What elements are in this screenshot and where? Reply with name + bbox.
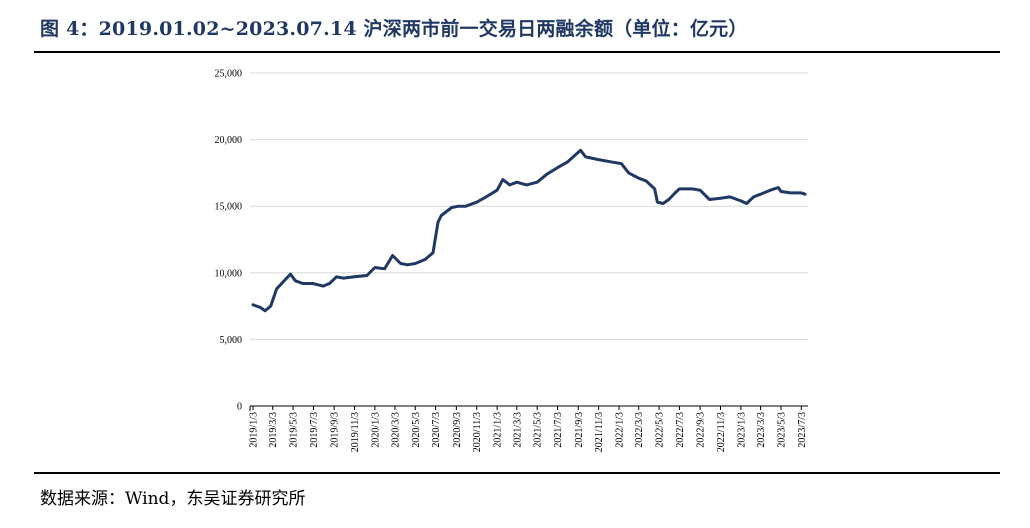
- source-note: 数据来源：Wind，东吴证券研究所: [40, 489, 306, 509]
- x-tick-label: 2023/5/3: [776, 412, 787, 448]
- x-tick-label: 2019/11/3: [350, 412, 361, 452]
- top-rule: [34, 51, 1000, 53]
- x-tick-label: 2022/3/3: [634, 412, 645, 448]
- x-tick-label: 2019/3/3: [268, 412, 279, 448]
- x-axis: [249, 405, 808, 411]
- y-tick-label: 25,000: [215, 69, 243, 80]
- x-tick-label: 2022/5/3: [655, 412, 666, 448]
- x-tick-label: 2021/9/3: [574, 412, 585, 448]
- gridlines: [250, 72, 808, 340]
- x-tick-label: 2020/5/3: [411, 412, 422, 448]
- y-axis-ticks: 0 5,000 10,000 15,000 20,000 25,000: [215, 69, 243, 413]
- series-group: [251, 148, 807, 313]
- x-tick-label: 2021/11/3: [594, 412, 605, 452]
- x-tick-label: 2021/5/3: [533, 412, 544, 448]
- x-tick-label: 2020/3/3: [390, 412, 401, 448]
- x-tick-label: 2020/7/3: [431, 412, 442, 448]
- y-tick-label: 15,000: [215, 202, 243, 213]
- y-tick-label: 5,000: [220, 335, 243, 346]
- x-tick-label: 2019/7/3: [309, 412, 320, 448]
- bottom-rule: [34, 472, 1000, 474]
- x-tick-label: 2021/1/3: [493, 412, 504, 448]
- x-tick-label: 2019/5/3: [289, 412, 300, 448]
- y-tick-label: 10,000: [215, 268, 243, 279]
- x-tick-label: 2021/3/3: [512, 412, 523, 448]
- x-tick-label: 2022/7/3: [675, 412, 686, 448]
- x-tick-label: 2020/1/3: [370, 412, 381, 448]
- x-tick-label: 2022/9/3: [696, 412, 707, 448]
- y-tick-label: 20,000: [215, 135, 243, 146]
- x-tick-label: 2023/3/3: [756, 412, 767, 448]
- x-tick-label: 2022/11/3: [716, 412, 727, 452]
- x-tick-label: 2019/1/3: [249, 412, 260, 448]
- series-line: [251, 148, 807, 313]
- y-tick-label: 0: [237, 402, 242, 413]
- x-tick-label: 2020/9/3: [452, 412, 463, 448]
- x-tick-label: 2019/9/3: [330, 412, 341, 448]
- x-tick-label: 2022/1/3: [614, 412, 625, 448]
- x-tick-label: 2020/11/3: [472, 412, 483, 452]
- chart-title: 图 4：2019.01.02~2023.07.14 沪深两市前一交易日两融余额（…: [40, 18, 748, 40]
- x-axis-ticks: 2019/1/3 2019/3/3 2019/5/3 2019/7/3 2019/9/3…: [249, 406, 808, 452]
- x-tick-label: 2023/1/3: [736, 412, 747, 448]
- x-tick-label: 2023/7/3: [797, 412, 808, 448]
- x-tick-label: 2021/7/3: [553, 412, 564, 448]
